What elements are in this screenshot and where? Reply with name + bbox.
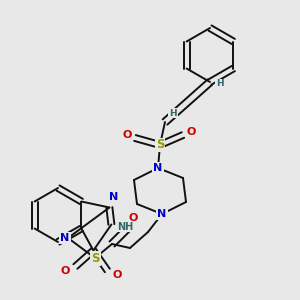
Text: S: S	[156, 139, 164, 152]
Text: S: S	[91, 252, 100, 265]
Text: O: O	[113, 271, 122, 281]
Text: O: O	[61, 266, 70, 277]
Text: H: H	[216, 80, 224, 88]
Text: N: N	[109, 193, 118, 202]
Text: N: N	[60, 233, 70, 243]
Text: N: N	[153, 163, 163, 173]
Text: O: O	[186, 127, 196, 137]
Text: N: N	[158, 209, 166, 219]
Text: NH: NH	[117, 221, 134, 232]
Text: O: O	[122, 130, 132, 140]
Text: O: O	[128, 213, 138, 223]
Text: H: H	[169, 109, 177, 118]
